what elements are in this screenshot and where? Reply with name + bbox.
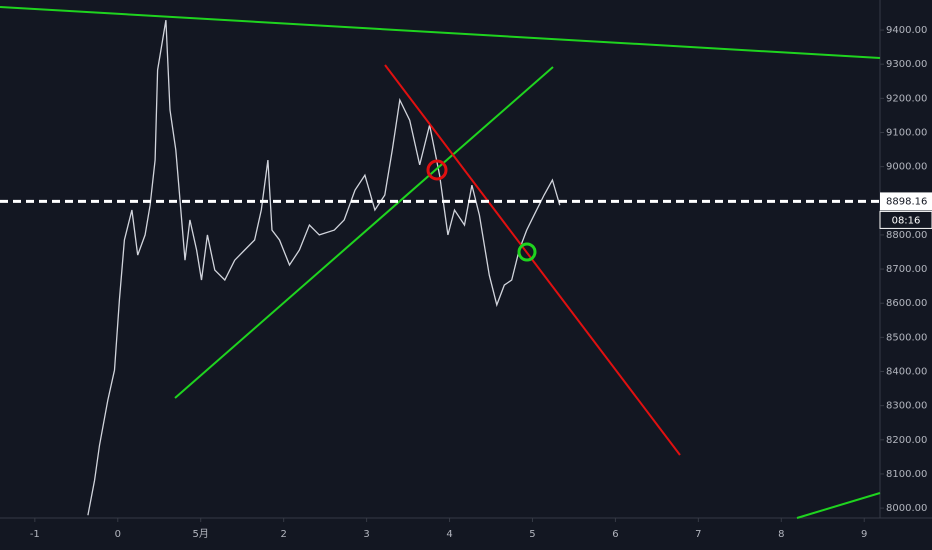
x-tick-label: 4	[446, 529, 452, 540]
trend-line	[174, 66, 554, 399]
y-tick-label: 8500.00	[886, 332, 927, 343]
y-tick-label: 8100.00	[886, 469, 927, 480]
trend-line	[796, 492, 881, 519]
y-tick-label: 8800.00	[886, 230, 927, 241]
x-tick-label: 2	[280, 529, 286, 540]
y-tick-label: 9100.00	[886, 127, 927, 138]
y-tick-label: 8000.00	[886, 503, 927, 514]
plot-area	[87, 19, 561, 516]
marker-circle	[426, 159, 448, 181]
trend-line	[0, 6, 881, 59]
x-tick-label: 9	[861, 529, 867, 540]
x-tick-label: 6	[612, 529, 618, 540]
y-tick-label: 8200.00	[886, 435, 927, 446]
current-price-label: 8898.16	[886, 196, 927, 207]
x-tick-label: 7	[695, 529, 701, 540]
y-tick-label: 8400.00	[886, 367, 927, 378]
y-tick-label: 8300.00	[886, 401, 927, 412]
x-tick-label: 5	[529, 529, 535, 540]
x-tick-label: -1	[30, 529, 40, 540]
y-tick-label: 9400.00	[886, 25, 927, 36]
y-tick-label: 8700.00	[886, 264, 927, 275]
y-tick-label: 8600.00	[886, 298, 927, 309]
trend-line	[384, 64, 681, 456]
price-badge	[880, 192, 932, 211]
price-line	[87, 19, 561, 516]
x-tick-label: 0	[115, 529, 121, 540]
x-tick-label: 3	[363, 529, 369, 540]
y-tick-label: 9000.00	[886, 162, 927, 173]
y-tick-label: 9200.00	[886, 93, 927, 104]
marker-circle	[517, 242, 537, 262]
x-tick-label: 5月	[193, 528, 209, 540]
y-tick-label: 9300.00	[886, 59, 927, 70]
countdown-badge	[879, 210, 932, 229]
countdown-label: 08:16	[892, 215, 921, 226]
x-tick-label: 8	[778, 529, 784, 540]
